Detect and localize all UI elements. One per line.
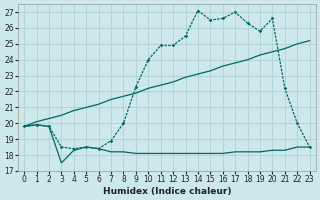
X-axis label: Humidex (Indice chaleur): Humidex (Indice chaleur) bbox=[103, 187, 231, 196]
